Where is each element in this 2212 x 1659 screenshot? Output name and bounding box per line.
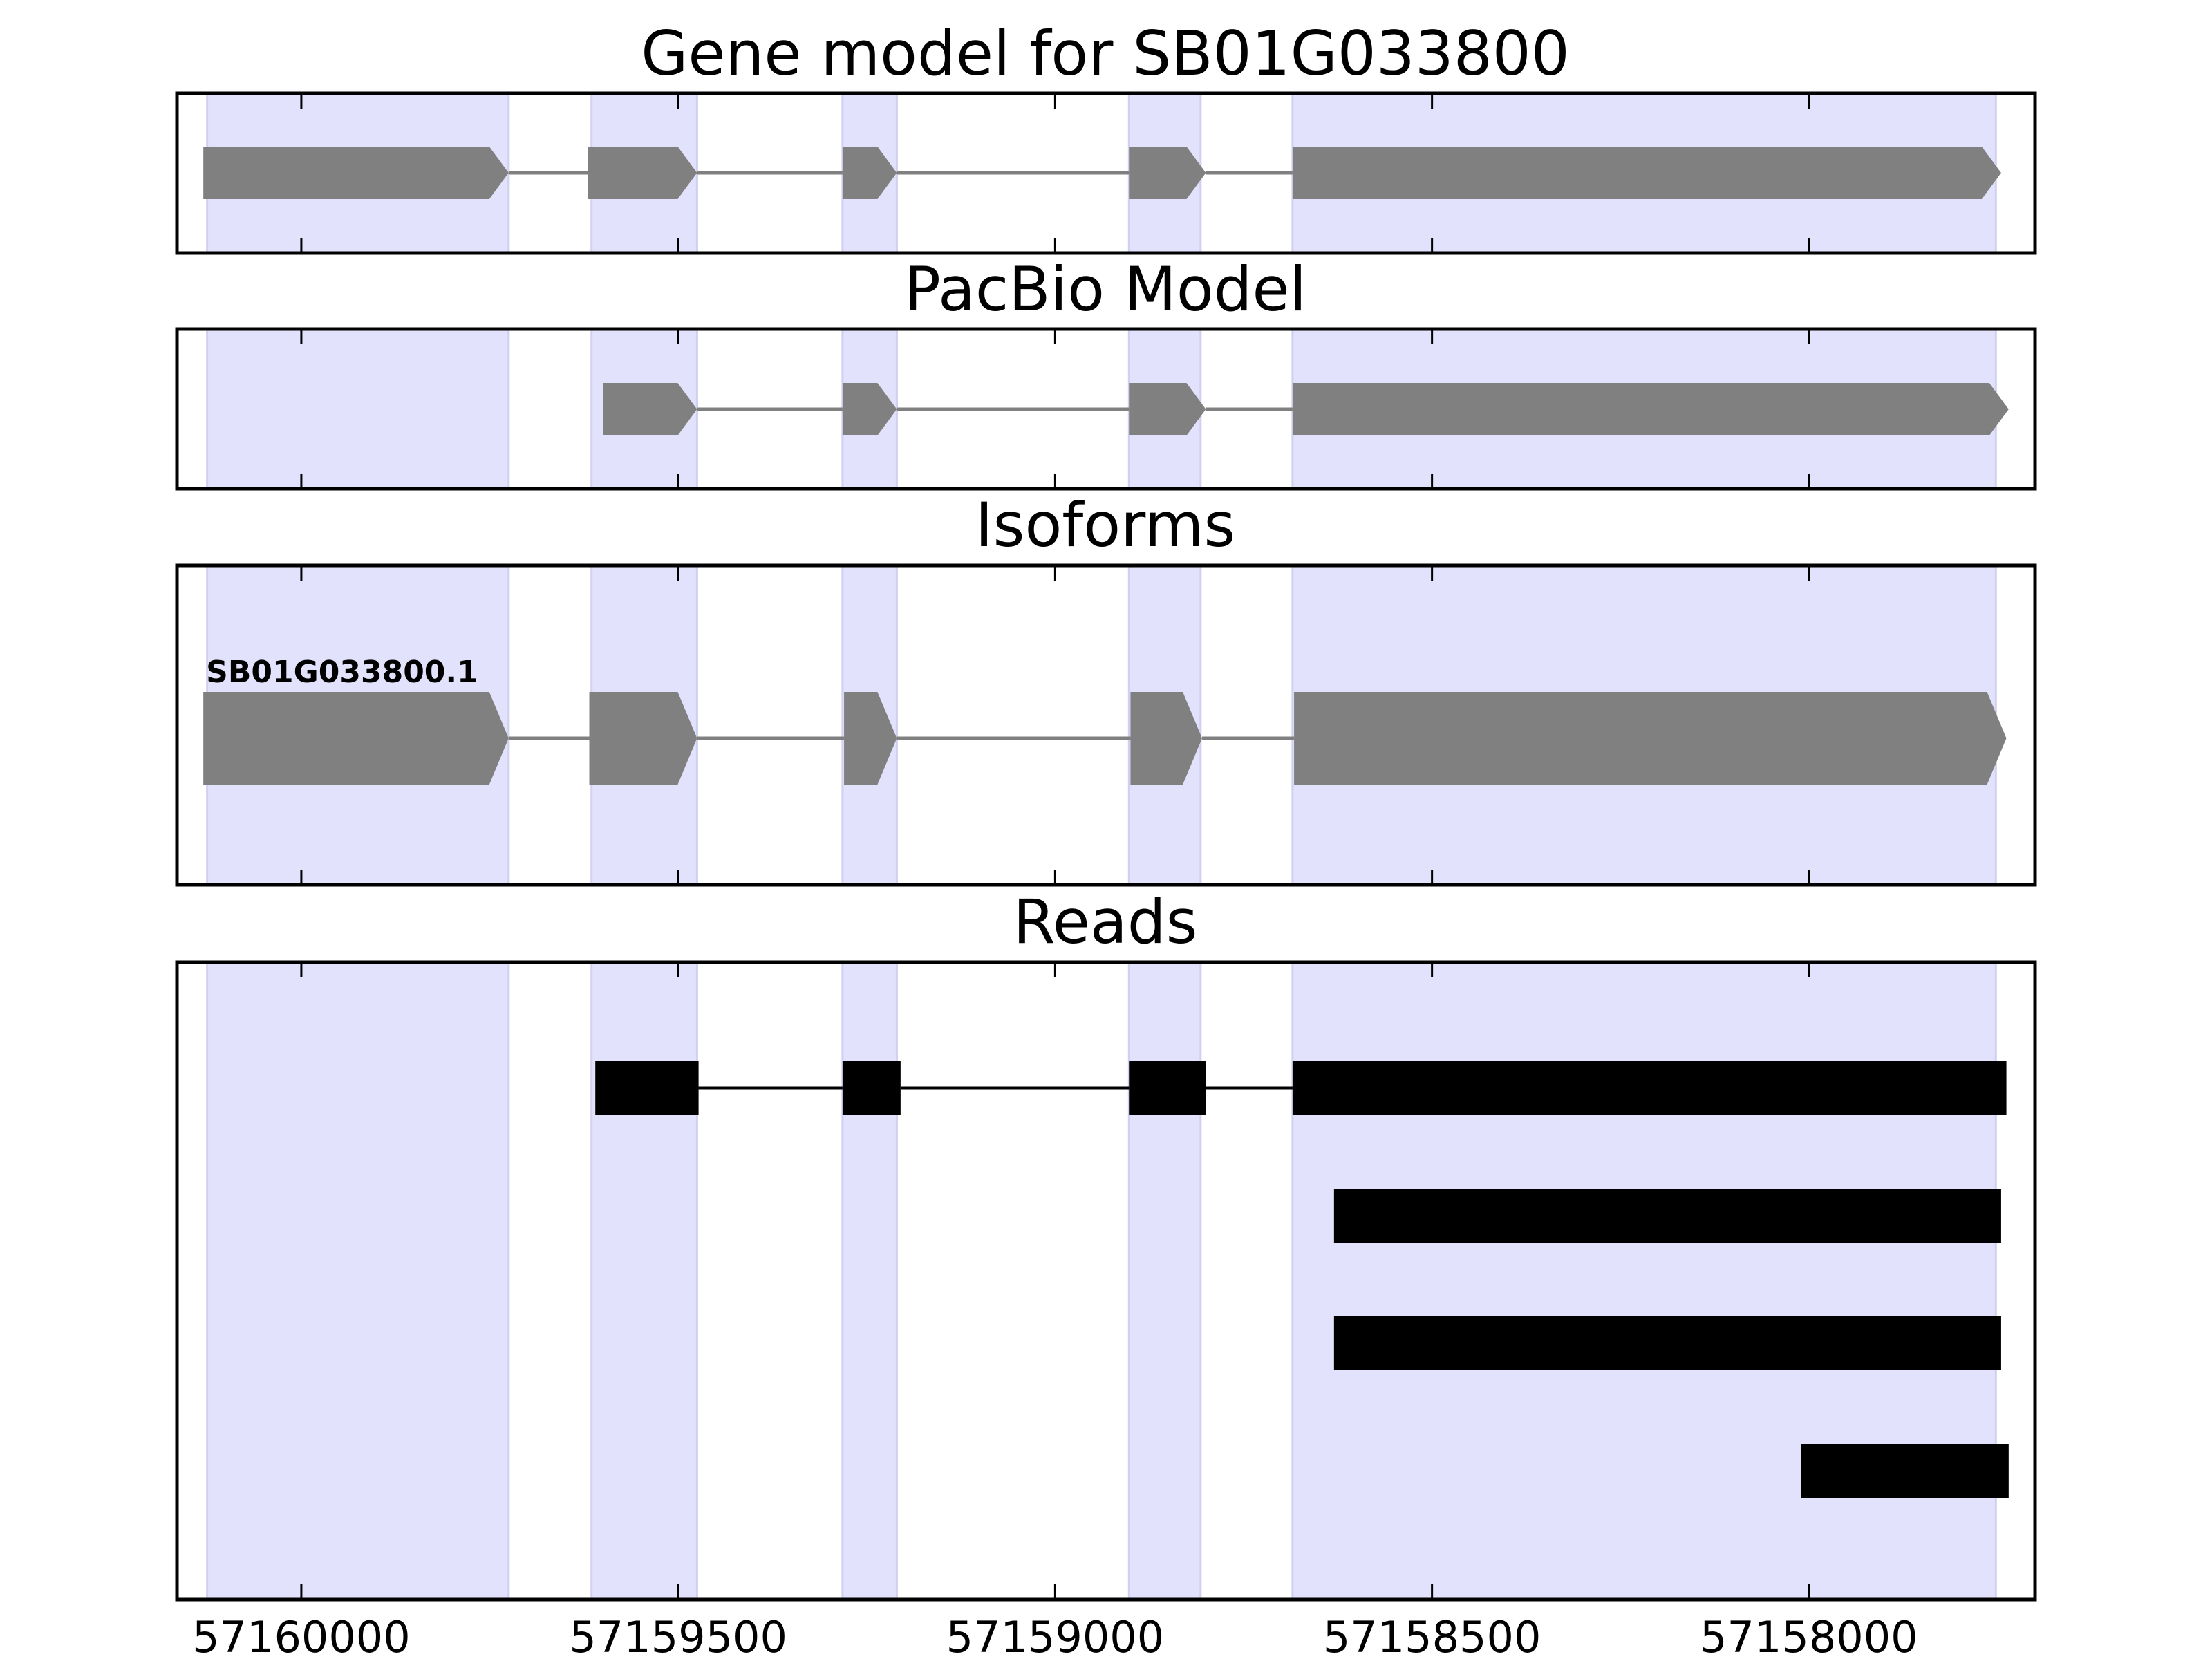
exon-block <box>1129 383 1206 435</box>
read-block <box>1333 1316 2001 1370</box>
isoform-label: SB01G033800.1 <box>206 655 478 690</box>
read-block <box>1129 1061 1206 1115</box>
x-tick-label: 57158000 <box>1700 1612 1918 1659</box>
panel-frame <box>175 91 2037 255</box>
exon-block <box>842 147 897 199</box>
x-axis: 57160000 57159500 57159000 57158500 57158000 <box>192 1612 1918 1659</box>
panel-title-gene-model: Gene model for SB01G033800 <box>641 18 1570 89</box>
read-block <box>1292 1061 2007 1115</box>
exon-block <box>842 383 897 435</box>
panel-frame <box>175 563 2037 887</box>
read-block <box>842 1061 901 1115</box>
x-tick-label: 57158500 <box>1323 1612 1541 1659</box>
panel-isoforms: Isoforms SB01G033800.1 <box>175 489 2037 887</box>
exon-highlight-band <box>1291 961 1997 1601</box>
exon-highlight-band <box>206 328 510 490</box>
read-block <box>595 1061 699 1115</box>
exon-block <box>203 147 509 199</box>
panel-frame <box>175 327 2037 491</box>
exon-block <box>1292 147 2001 199</box>
panel-pacbio-model: PacBio Model <box>175 254 2037 491</box>
exon-block <box>589 692 697 785</box>
exon-block <box>1292 383 2009 435</box>
exon-block <box>588 147 697 199</box>
panel-gene-model: Gene model for SB01G033800 <box>175 18 2037 255</box>
panel-reads: Reads <box>175 886 2037 1602</box>
exon-highlight-band <box>590 961 698 1601</box>
panel-title-isoforms: Isoforms <box>975 489 1236 561</box>
exon-highlight-band <box>1127 961 1202 1601</box>
x-tick-label: 57159500 <box>569 1612 787 1659</box>
panel-title-reads: Reads <box>1013 886 1198 957</box>
exon-block <box>203 692 509 785</box>
exon-block <box>1130 692 1203 785</box>
exon-block <box>844 692 897 785</box>
exon-block <box>1294 692 2007 785</box>
x-tick-label: 57159000 <box>946 1612 1165 1659</box>
panel-frame <box>175 960 2037 1602</box>
exon-block <box>1129 147 1206 199</box>
exon-block <box>603 383 697 435</box>
read-block <box>1801 1444 2009 1498</box>
panel-title-pacbio-model: PacBio Model <box>904 254 1306 325</box>
exon-highlight-band <box>206 961 510 1601</box>
exon-highlight-band <box>841 961 898 1601</box>
x-tick-label: 57160000 <box>192 1612 411 1659</box>
read-block <box>1333 1189 2001 1243</box>
